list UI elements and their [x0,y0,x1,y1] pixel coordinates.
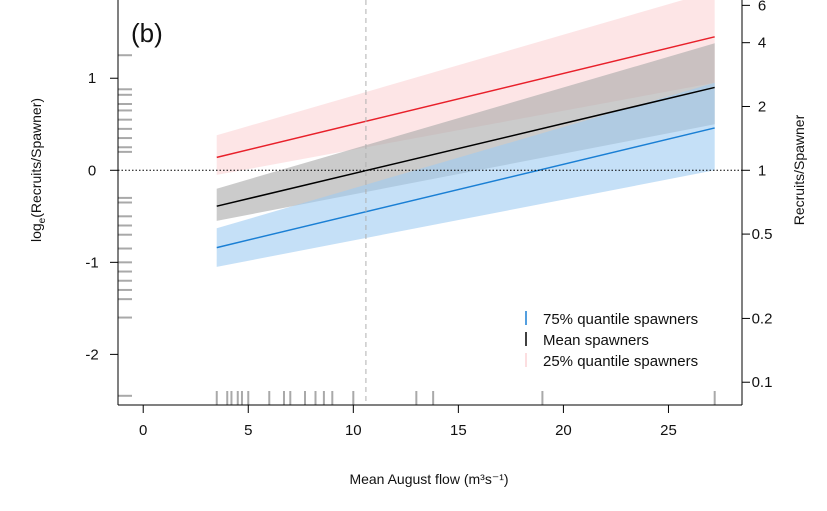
line-series-1 [216,86,715,207]
x-axis-label: Mean August flow [349,471,460,487]
legend: 75% quantile spawners Mean spawners 25% qu… [525,311,698,370]
x-axis-title: Mean August flow (m³s⁻¹) [349,471,508,487]
y-tick-label: -2 [85,346,98,363]
x-tick-label: 5 [244,422,252,439]
y-axis-title-right: Recruits/Spawner [791,114,807,225]
band-series-2 [216,82,715,267]
x-tick-label: 0 [139,422,147,439]
y-axis-title-left: loge(Recruits/Spawner) [28,98,48,242]
x-axis-unit: (m³s⁻¹) [464,471,509,487]
legend-label: Mean spawners [543,332,649,349]
legend-label: 75% quantile spawners [543,311,698,328]
x-tick-label: 10 [345,422,362,439]
right-tick-label: 0.2 [752,310,773,327]
x-tick-label: 20 [555,422,572,439]
right-tick-label: 2 [758,98,766,115]
y-tick-label: 1 [88,70,96,87]
line-series-0 [216,36,715,159]
x-tick-label: 15 [450,422,467,439]
right-tick-label: 1 [758,162,766,179]
y-tick-label: -1 [85,254,98,271]
x-tick-label: 25 [660,422,677,439]
right-tick-label: 6 [758,0,766,14]
panel-label: (b) [131,18,163,48]
y-tick-label: 0 [88,162,96,179]
right-tick-label: 0.1 [752,374,773,391]
right-tick-label: 0.5 [752,226,773,243]
right-tick-label: 4 [758,35,766,52]
legend-label: 25% quantile spawners [543,353,698,370]
band-series-0 [216,0,715,175]
line-series-2 [216,127,715,249]
